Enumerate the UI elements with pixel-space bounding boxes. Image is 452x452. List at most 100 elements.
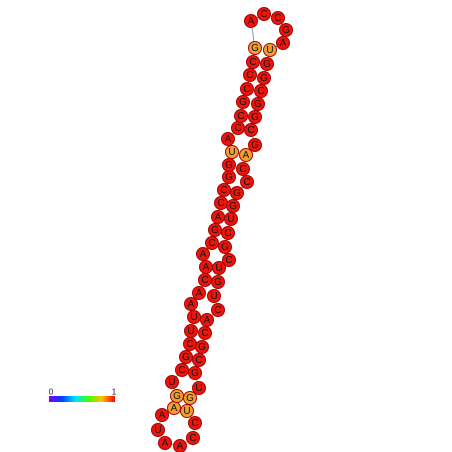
- nucleotide-label: G: [173, 391, 181, 402]
- nucleotide: [222, 158, 236, 172]
- nucleotide-label: U: [168, 377, 175, 388]
- nucleotide-label: G: [251, 112, 259, 123]
- nucleotide-label: C: [257, 86, 264, 97]
- nucleotide: [279, 23, 293, 37]
- nucleotide: [179, 350, 193, 364]
- nucleotide: [188, 366, 202, 380]
- nucleotide: [271, 11, 285, 25]
- nucleotide: [186, 431, 200, 445]
- nucleotide-label: G: [260, 73, 268, 84]
- nucleotide: [246, 55, 260, 69]
- nucleotide: [183, 391, 197, 405]
- nucleotide-label: A: [280, 38, 287, 49]
- nucleotide: [155, 408, 169, 422]
- nucleotide-label: C: [195, 355, 202, 366]
- nucleotide-label: U: [210, 291, 217, 302]
- nucleotide-label: A: [248, 16, 255, 27]
- nucleotide-label: G: [225, 160, 233, 171]
- nucleotide: [260, 57, 274, 71]
- nucleotide: [239, 148, 253, 162]
- nucleotide: [240, 175, 254, 189]
- nucleotide: [254, 84, 268, 98]
- nucleotide-label: C: [217, 198, 224, 209]
- nucleotide: [212, 261, 226, 275]
- nucleotide: [211, 275, 225, 289]
- nucleotide-label: G: [191, 368, 199, 379]
- nucleotide-label: C: [178, 365, 185, 376]
- nucleotide: [198, 326, 212, 340]
- nucleotide-label: A: [188, 299, 195, 310]
- nucleotide: [248, 41, 262, 55]
- nucleotide: [257, 71, 271, 85]
- nucleotide-label: G: [229, 201, 237, 212]
- nucleotide-label: C: [260, 9, 267, 20]
- nucleotide-label: G: [221, 242, 229, 253]
- nucleotide-label: U: [215, 263, 222, 274]
- nucleotide-label: C: [201, 275, 208, 286]
- nucleotide-label: U: [154, 425, 161, 436]
- nucleotide: [236, 95, 250, 109]
- nucleotide: [236, 162, 250, 176]
- nucleotide-label: G: [254, 99, 262, 110]
- nucleotide: [225, 145, 239, 159]
- nucleotide-label: G: [263, 59, 271, 70]
- nucleotide: [175, 363, 189, 377]
- nucleotide-label: U: [266, 45, 273, 56]
- nucleotide: [251, 97, 265, 111]
- colorbar-max: 1: [112, 388, 117, 397]
- nucleotide: [187, 310, 201, 324]
- nucleotide: [230, 186, 244, 200]
- nucleotide-label: C: [243, 84, 250, 95]
- nucleotide: [151, 423, 165, 437]
- nucleotide-label: C: [214, 305, 221, 316]
- colorbar: [49, 396, 115, 402]
- nucleotide-label: A: [204, 315, 211, 326]
- nucleotide: [192, 286, 206, 300]
- nucleotide-label: G: [251, 43, 259, 54]
- nucleotide: [244, 14, 258, 28]
- nucleotide-label: U: [190, 312, 197, 323]
- nucleotide: [240, 82, 254, 96]
- nucleotide: [184, 297, 198, 311]
- nucleotide: [248, 110, 262, 124]
- nucleotide: [207, 289, 221, 303]
- nucleotide: [263, 43, 277, 57]
- nucleotide-label: A: [200, 249, 207, 260]
- nucleotide: [188, 416, 202, 430]
- nucleotide-label: G: [211, 225, 219, 236]
- nucleotide-label: G: [186, 393, 194, 404]
- nucleotide-label: U: [195, 383, 202, 394]
- colorbar-min: 0: [49, 388, 54, 397]
- nucleotide-label: C: [243, 177, 250, 188]
- nucleotide: [248, 138, 262, 152]
- nucleotide: [205, 236, 219, 250]
- nucleotide-label: G: [233, 188, 241, 199]
- nucleotide-label: C: [208, 238, 215, 249]
- nucleotide: [218, 240, 232, 254]
- nucleotide: [257, 7, 271, 21]
- nucleotide-label: G: [251, 140, 259, 151]
- nucleotide-label: G: [198, 342, 206, 353]
- nucleotide-label: C: [186, 339, 193, 350]
- nucleotide: [211, 303, 225, 317]
- nucleotide-label: A: [196, 288, 203, 299]
- nucleotide-label: A: [171, 403, 178, 414]
- nucleotide-label: U: [227, 214, 234, 225]
- nucleotide-label: C: [191, 418, 198, 429]
- nucleotide: [208, 223, 222, 237]
- nucleotide-label: A: [243, 150, 250, 161]
- nucleotide-label: G: [182, 352, 190, 363]
- nucleotide: [244, 123, 258, 137]
- nucleotide-label: G: [214, 277, 222, 288]
- nucleotide: [221, 132, 235, 146]
- nucleotide: [196, 247, 210, 261]
- nucleotide-label: G: [239, 97, 247, 108]
- nucleotide-label: C: [189, 433, 196, 444]
- nucleotide-label: U: [187, 326, 194, 337]
- nucleotide: [243, 68, 257, 82]
- nucleotide-label: A: [215, 212, 222, 223]
- nucleotide: [184, 324, 198, 338]
- nucleotide-label: U: [228, 147, 235, 158]
- nucleotide: [173, 439, 187, 452]
